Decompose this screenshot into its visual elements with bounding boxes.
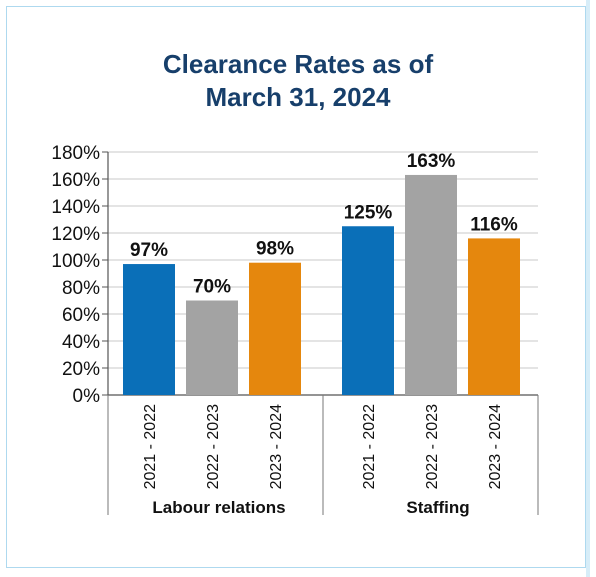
bar	[123, 264, 175, 395]
y-tick-label: 100%	[51, 251, 100, 272]
x-category-label: 2022 - 2023	[205, 404, 222, 490]
data-label: 116%	[470, 214, 518, 235]
x-category-label: 2023 - 2024	[268, 404, 285, 490]
data-label: 70%	[193, 277, 231, 298]
y-tick-label: 160%	[51, 170, 100, 191]
y-tick-label: 180%	[51, 143, 100, 164]
bar	[342, 226, 394, 395]
chart-title-line-2: March 31, 2024	[205, 82, 391, 112]
bar	[405, 174, 457, 395]
y-tick-label: 20%	[62, 359, 100, 380]
data-label: 125%	[344, 202, 393, 223]
x-group-label: Labour relations	[152, 498, 285, 517]
data-label: 163%	[407, 151, 456, 172]
y-tick-label: 40%	[62, 332, 100, 353]
x-category-label: 2021 - 2022	[361, 404, 378, 490]
y-tick-label: 120%	[51, 224, 100, 245]
chart-title-line-1: Clearance Rates as of	[162, 49, 434, 79]
y-tick-label: 60%	[62, 305, 100, 326]
outer-border-rule	[586, 0, 590, 577]
x-category-label: 2023 - 2024	[487, 404, 504, 490]
y-tick-label: 0%	[73, 386, 101, 407]
data-label: 97%	[130, 240, 168, 261]
y-tick-label: 140%	[51, 197, 100, 218]
x-group-label: Staffing	[406, 498, 469, 517]
chart-title: Clearance Rates as of March 31, 2024	[0, 48, 596, 114]
bar	[468, 238, 520, 395]
bar	[186, 300, 238, 395]
x-category-label: 2022 - 2023	[424, 404, 441, 490]
y-tick-label: 80%	[62, 278, 100, 299]
bar	[249, 262, 301, 395]
x-category-label: 2021 - 2022	[142, 404, 159, 490]
data-label: 98%	[256, 239, 294, 260]
